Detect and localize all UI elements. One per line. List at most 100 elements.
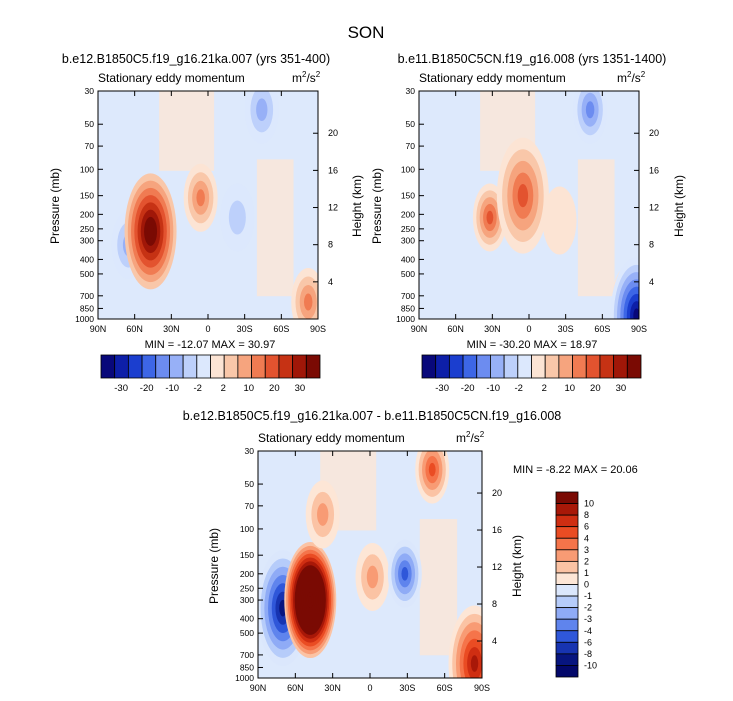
y-tick-label: 250 bbox=[80, 224, 94, 234]
colorbar-label: -20 bbox=[140, 383, 154, 394]
y2-tick-label: 4 bbox=[649, 277, 654, 287]
contour-level-2-2 bbox=[317, 503, 329, 526]
contour-level-3-2 bbox=[366, 565, 379, 589]
contour-level-1-4 bbox=[517, 184, 529, 208]
colorbar-swatch bbox=[626, 354, 642, 379]
colorbar-swatch bbox=[555, 641, 579, 655]
colorbar-swatch bbox=[572, 354, 587, 379]
y-tick-label: 300 bbox=[240, 595, 254, 605]
x-tick-label: 30S bbox=[558, 324, 574, 334]
y-tick-label: 250 bbox=[240, 583, 254, 593]
contour-level-0-4 bbox=[486, 210, 494, 225]
y2-tick-label: 20 bbox=[649, 128, 659, 138]
x-tick-label: 30N bbox=[484, 324, 501, 334]
panel-left-title: b.e12.B1850C5.f19_g16.21ka.007 (yrs 351-… bbox=[62, 52, 330, 66]
x-tick-label: 60S bbox=[594, 324, 610, 334]
colorbar-swatch bbox=[555, 491, 579, 504]
y2-tick-label: 8 bbox=[649, 240, 654, 250]
y2-tick-label: 4 bbox=[492, 636, 497, 646]
x-tick-label: 30S bbox=[399, 683, 415, 693]
contour-level-3-1 bbox=[228, 200, 246, 235]
colorbar-swatch bbox=[476, 354, 491, 379]
colorbar-swatch bbox=[127, 354, 143, 379]
y-tick-label: 100 bbox=[240, 524, 254, 534]
colorbar-label: 20 bbox=[590, 383, 601, 394]
colorbar-swatch bbox=[114, 354, 129, 379]
panel-difference-ylabel: Pressure (mb) bbox=[207, 528, 221, 604]
y-tick-label: 400 bbox=[240, 614, 254, 624]
panel-right-subtitle: Stationary eddy momentum bbox=[419, 71, 566, 85]
colorbar-label: -3 bbox=[584, 614, 592, 624]
panel-right-title: b.e11.B1850C5CN.f19_g16.008 (yrs 1351-14… bbox=[398, 52, 667, 66]
contour-level-3-3 bbox=[585, 101, 595, 119]
y-tick-label: 200 bbox=[240, 569, 254, 579]
colorbar-label: -10 bbox=[584, 660, 597, 670]
contour-level-4-4 bbox=[401, 567, 409, 581]
panel-difference-units: m2/s2 bbox=[456, 430, 485, 445]
colorbar-swatch bbox=[278, 354, 294, 379]
colorbar-label: -10 bbox=[486, 383, 500, 394]
y-tick-label: 150 bbox=[401, 191, 415, 201]
panel-left-colorbar: -30 -20 -10 -2 2 10 20 30 bbox=[100, 354, 321, 394]
y-tick-label: 850 bbox=[240, 662, 254, 672]
y2-tick-label: 8 bbox=[492, 599, 497, 609]
x-tick-label: 60N bbox=[287, 683, 304, 693]
y-tick-label: 200 bbox=[401, 209, 415, 219]
y-tick-label: 30 bbox=[245, 446, 255, 456]
colorbar-label: 8 bbox=[584, 510, 589, 520]
background-band bbox=[419, 519, 458, 656]
panel-left-minmax: MIN = -12.07 MAX = 30.97 bbox=[145, 339, 276, 351]
x-tick-label: 60S bbox=[273, 324, 289, 334]
colorbar-swatch bbox=[305, 354, 321, 379]
y-tick-label: 70 bbox=[245, 501, 255, 511]
panel-left-y2label: Height (km) bbox=[350, 175, 364, 237]
y-tick-label: 250 bbox=[401, 224, 415, 234]
colorbar-swatch bbox=[531, 354, 546, 379]
panel-left-units: m2/s2 bbox=[292, 70, 321, 85]
colorbar-swatch bbox=[448, 354, 464, 379]
x-tick-label: 90S bbox=[631, 324, 647, 334]
colorbar-swatch bbox=[141, 354, 157, 379]
colorbar-label: 2 bbox=[584, 556, 589, 566]
x-tick-label: 90N bbox=[250, 683, 267, 693]
x-tick-label: 60N bbox=[126, 324, 143, 334]
colorbar-swatch bbox=[490, 354, 505, 379]
panel-right-units: m2/s2 bbox=[617, 70, 646, 85]
panel-right-minmax: MIN = -30.20 MAX = 18.97 bbox=[467, 339, 598, 351]
y-tick-label: 1000 bbox=[75, 314, 94, 324]
y-tick-label: 150 bbox=[240, 550, 254, 560]
x-tick-label: 60S bbox=[437, 683, 453, 693]
colorbar-label: 20 bbox=[269, 383, 280, 394]
panel-difference-y2label: Height (km) bbox=[510, 535, 524, 597]
x-tick-label: 0 bbox=[526, 324, 531, 334]
y2-tick-label: 12 bbox=[492, 562, 502, 572]
colorbar-swatch bbox=[503, 354, 519, 379]
y-tick-label: 500 bbox=[80, 269, 94, 279]
colorbar-label: -4 bbox=[584, 626, 592, 636]
y-tick-label: 700 bbox=[240, 650, 254, 660]
y2-tick-label: 16 bbox=[649, 165, 659, 175]
y-tick-label: 700 bbox=[80, 291, 94, 301]
y-tick-label: 300 bbox=[401, 236, 415, 246]
panel-difference-subtitle: Stationary eddy momentum bbox=[258, 431, 405, 445]
colorbar-label: 10 bbox=[244, 383, 255, 394]
y-tick-label: 700 bbox=[401, 291, 415, 301]
colorbar-swatch bbox=[555, 560, 579, 574]
y-tick-label: 30 bbox=[406, 86, 416, 96]
panel-left-subtitle: Stationary eddy momentum bbox=[98, 71, 245, 85]
colorbar-label: 0 bbox=[584, 580, 589, 590]
panel-right: b.e11.B1850C5CN.f19_g16.008 (yrs 1351-14… bbox=[370, 52, 686, 394]
panel-difference-title: b.e12.B1850C5.f19_g16.21ka.007 - b.e11.B… bbox=[183, 409, 562, 423]
x-tick-label: 0 bbox=[205, 324, 210, 334]
x-tick-label: 90S bbox=[474, 683, 490, 693]
y-tick-label: 1000 bbox=[235, 673, 254, 683]
colorbar-label: -2 bbox=[515, 383, 523, 394]
panel-left-contour-plot: 90N 60N 30N 0 30S 60S 90S 30 50 70 100 150 200 250 300… bbox=[75, 86, 338, 334]
colorbar-swatch bbox=[555, 526, 579, 539]
colorbar-label: -20 bbox=[461, 383, 475, 394]
y2-tick-label: 12 bbox=[649, 203, 659, 213]
figure-title: SON bbox=[348, 23, 385, 42]
y-tick-label: 100 bbox=[80, 164, 94, 174]
panel-left: b.e12.B1850C5.f19_g16.21ka.007 (yrs 351-… bbox=[48, 52, 364, 394]
y2-tick-label: 16 bbox=[492, 525, 502, 535]
